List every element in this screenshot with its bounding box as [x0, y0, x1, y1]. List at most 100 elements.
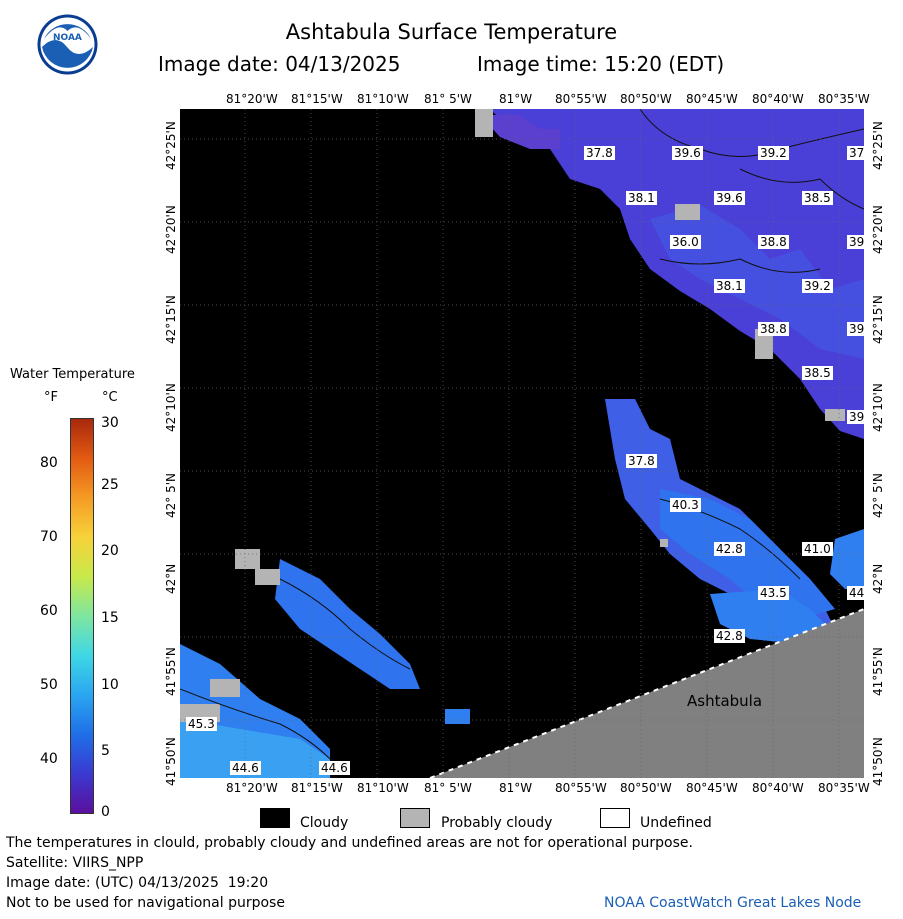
f-tick: 60: [40, 603, 58, 619]
footer-satellite: Satellite: VIIRS_NPP: [6, 855, 144, 871]
lat-tick: 41°50'N: [871, 737, 885, 786]
temperature-label: 37.8: [584, 146, 615, 160]
c-tick: 10: [101, 677, 119, 693]
legend-label-undefined: Undefined: [640, 815, 712, 831]
c-tick: 20: [101, 543, 119, 559]
lon-tick: 80°45'W: [686, 781, 738, 795]
lon-ticks-bottom: 81°20'W 81°15'W 81°10'W 81° 5'W 81°W 80°…: [0, 781, 903, 797]
contour-lines: [180, 109, 864, 760]
image-date: Image date: 04/13/2025: [158, 52, 401, 76]
lon-tick: 80°40'W: [752, 781, 804, 795]
lat-tick: 42°N: [164, 563, 178, 594]
water-region-southwest: [180, 559, 470, 778]
lon-tick: 80°40'W: [752, 92, 804, 106]
lat-tick: 41°50'N: [164, 737, 178, 786]
legend-label-probably-cloudy: Probably cloudy: [441, 815, 553, 831]
place-label-ashtabula: Ashtabula: [687, 692, 763, 710]
f-tick: 70: [40, 529, 58, 545]
temperature-label: 39.6: [714, 191, 745, 205]
temperature-label: 45.3: [186, 717, 217, 731]
lon-tick: 81°20'W: [226, 92, 278, 106]
lat-tick: 42° 5'N: [871, 473, 885, 518]
lon-tick: 81°15'W: [291, 781, 343, 795]
lon-tick: 81°10'W: [357, 781, 409, 795]
footer-disclaimer: The temperatures in clould, probably clo…: [6, 835, 693, 851]
lon-tick: 81° 5'W: [424, 781, 472, 795]
lon-tick: 81°10'W: [357, 92, 409, 106]
lon-tick: 81°15'W: [291, 92, 343, 106]
image-time: Image time: 15:20 (EDT): [477, 52, 725, 76]
temperature-label: 39.2: [802, 279, 833, 293]
colorbar: [70, 418, 94, 814]
temperature-label: 39: [847, 322, 864, 336]
lon-tick: 80°50'W: [620, 92, 672, 106]
lon-tick: 80°35'W: [818, 92, 870, 106]
lon-tick: 80°50'W: [620, 781, 672, 795]
shoreline: [429, 608, 864, 778]
lat-tick: 42°N: [871, 563, 885, 594]
legend-swatch-probably-cloudy: [400, 808, 430, 828]
lon-tick: 81°20'W: [226, 781, 278, 795]
c-tick: 0: [101, 804, 110, 820]
temperature-label: 41.0: [802, 542, 833, 556]
lat-tick: 42°25'N: [871, 121, 885, 170]
c-tick: 30: [101, 415, 119, 431]
lon-tick: 80°55'W: [555, 781, 607, 795]
temperature-label: 38.1: [714, 279, 745, 293]
temperature-label: 38.8: [758, 322, 789, 336]
lon-tick: 81° 5'W: [424, 92, 472, 106]
noaa-logo-text: NOAA: [53, 33, 82, 43]
lat-tick: 42°10'N: [871, 383, 885, 432]
lat-tick: 42°20'N: [871, 205, 885, 254]
c-tick: 5: [101, 743, 110, 759]
legend-swatch-undefined: [600, 808, 630, 828]
temperature-label: 44.6: [319, 761, 350, 775]
lat-tick: 41°55'N: [164, 647, 178, 696]
temperature-label: 39.6: [672, 146, 703, 160]
temperature-label: 36.0: [670, 235, 701, 249]
temperature-label: 38.8: [758, 235, 789, 249]
page-title: Ashtabula Surface Temperature: [285, 20, 618, 44]
colorbar-unit-f: °F: [44, 390, 58, 405]
temperature-label: 37: [847, 146, 864, 160]
lon-tick: 80°35'W: [818, 781, 870, 795]
temperature-label: 44.6: [230, 761, 261, 775]
legend-swatch-cloudy: [260, 808, 290, 828]
water-region-east-mid: [605, 399, 864, 644]
lat-tick: 42°15'N: [871, 295, 885, 344]
temperature-label: 39: [847, 410, 864, 424]
f-tick: 40: [40, 751, 58, 767]
legend-label-cloudy: Cloudy: [300, 815, 349, 831]
lat-tick: 42°15'N: [164, 295, 178, 344]
temperature-label: 43.5: [758, 586, 789, 600]
colorbar-title: Water Temperature: [10, 367, 135, 382]
temperature-label: 39: [847, 235, 864, 249]
lat-tick: 42°20'N: [164, 205, 178, 254]
temperature-label: 44: [847, 586, 864, 600]
lon-tick: 80°45'W: [686, 92, 738, 106]
footer-credit: NOAA CoastWatch Great Lakes Node: [604, 895, 862, 911]
temperature-label: 38.5: [802, 191, 833, 205]
temperature-label: 40.3: [670, 498, 701, 512]
temperature-label: 42.8: [714, 542, 745, 556]
footer-navigation-warning: Not to be used for navigational purpose: [6, 895, 285, 911]
f-tick: 80: [40, 455, 58, 471]
footer-image-date-utc: Image date: (UTC) 04/13/2025 19:20: [6, 875, 269, 891]
lat-tick: 42° 5'N: [164, 473, 178, 518]
water-region-northeast: [480, 109, 864, 439]
lat-tick: 42°25'N: [164, 121, 178, 170]
lon-ticks-top: 81°20'W 81°15'W 81°10'W 81° 5'W 81°W 80°…: [0, 92, 903, 108]
temperature-label: 42.8: [714, 629, 745, 643]
temperature-map[interactable]: 37.8 39.6 39.2 37 38.1 39.6 38.5 36.0 38…: [180, 109, 864, 778]
temperature-label: 38.1: [626, 191, 657, 205]
temperature-label: 38.5: [802, 366, 833, 380]
lon-tick: 80°55'W: [555, 92, 607, 106]
temperature-label: 37.8: [626, 454, 657, 468]
c-tick: 25: [101, 477, 119, 493]
noaa-logo: NOAA: [36, 13, 99, 76]
map-canvas: [180, 109, 864, 778]
lat-tick: 41°55'N: [871, 647, 885, 696]
c-tick: 15: [101, 610, 119, 626]
lat-tick: 42°10'N: [164, 383, 178, 432]
lon-tick: 81°W: [499, 781, 533, 795]
